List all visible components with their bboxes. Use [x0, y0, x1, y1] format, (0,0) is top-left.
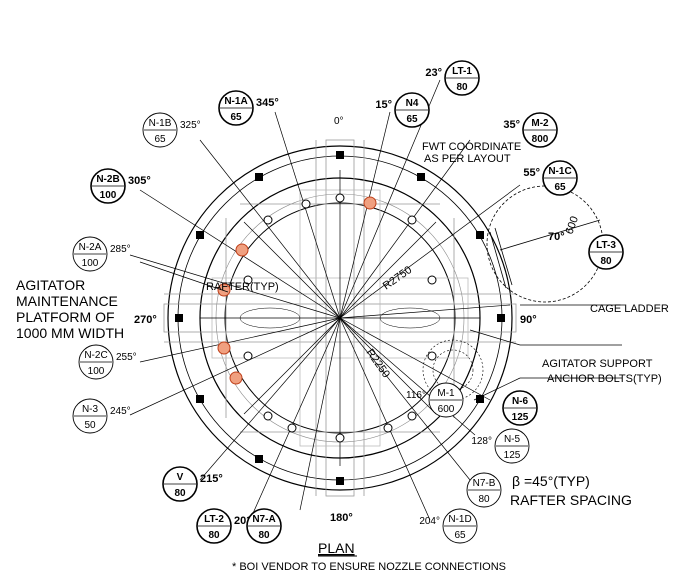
- note-anchor-bolts: ANCHOR BOLTS(TYP): [547, 373, 662, 385]
- nozzle-size: 80: [600, 256, 612, 267]
- nozzle-callout: N-2A 100 285°: [72, 236, 131, 272]
- note-rafter-typ: RAFTER(TYP): [206, 281, 279, 293]
- nozzle-size: 80: [478, 494, 490, 505]
- nozzle-callout: N-5 125 128°: [471, 428, 530, 464]
- note-platform-4: 1000 MM WIDTH: [16, 325, 124, 341]
- nozzle-callout: N-2B 100 305°: [90, 168, 151, 204]
- nozzle-size: 125: [504, 450, 521, 461]
- outer-platform-circle: [167, 145, 513, 491]
- nozzle-angle: 23°: [425, 67, 442, 79]
- nozzle-callout: N7-B 80: [466, 472, 502, 508]
- nozzle-tag: M-2: [531, 118, 549, 129]
- dim-r2250: R2250: [364, 347, 392, 380]
- nozzle-angle: 128°: [471, 436, 492, 447]
- note-agitator-support: AGITATOR SUPPORT: [542, 358, 653, 370]
- nozzle-callout: N-3 50 245°: [72, 398, 131, 434]
- nozzle-callout: LT-1 80 23°: [425, 60, 480, 96]
- plan-title: PLAN: [318, 540, 355, 556]
- nozzle-angle: 345°: [256, 97, 279, 109]
- note-fwt-2: AS PER LAYOUT: [424, 153, 511, 165]
- nozzle-size: 100: [82, 258, 99, 269]
- platform-hatch: [239, 307, 441, 329]
- nozzle-size: 65: [154, 134, 166, 145]
- nozzle-angle: 15°: [375, 99, 392, 111]
- nozzle-callouts: N-1A 65 345° N-1B 65 325° N-2B 100 305° N-2A 100 28…: [72, 60, 624, 544]
- nozzle-tag: LT-3: [596, 240, 616, 251]
- nozzle-size: 125: [512, 412, 529, 423]
- note-cage-ladder: CAGE LADDER: [590, 303, 669, 315]
- angle-90: 90°: [520, 314, 537, 326]
- nozzle-size: 65: [406, 114, 418, 125]
- nozzle-angle: 285°: [110, 244, 131, 255]
- nozzle-callout: N4 65 15°: [375, 92, 430, 128]
- nozzle-tag: V: [177, 472, 184, 483]
- nozzle-angle: 215°: [200, 473, 223, 485]
- nozzle-angle: 255°: [116, 352, 137, 363]
- nozzle-size: 65: [230, 112, 242, 123]
- nozzle-angle: 245°: [110, 406, 131, 417]
- nozzle-tag: LT-2: [204, 514, 224, 525]
- nozzle-size: 100: [100, 190, 117, 201]
- nozzle-size: 80: [258, 530, 270, 541]
- note-platform-3: PLATFORM OF: [16, 309, 115, 325]
- nozzle-size: 80: [174, 488, 186, 499]
- agitator-support: [422, 339, 484, 401]
- dim-ladder-width: 600: [564, 215, 582, 236]
- nozzle-callout: N-2C 100 255°: [78, 344, 137, 380]
- nozzle-angle: 204°: [419, 516, 440, 527]
- nozzle-callout: N-1C 65 55°: [523, 160, 578, 196]
- nozzle-tag: N-2A: [79, 242, 102, 253]
- note-platform-1: AGITATOR: [16, 277, 85, 293]
- nozzle-size: 65: [454, 530, 466, 541]
- nozzle-callout: N7-A 80: [246, 508, 282, 544]
- nozzle-tag: N-1C: [548, 166, 571, 177]
- nozzle-angle: 35°: [503, 119, 520, 131]
- nozzle-tag: N-1D: [448, 514, 471, 525]
- dim-ladder-angle: 70°: [548, 231, 565, 243]
- angle-270: 270°: [134, 314, 157, 326]
- nozzle-angle: 55°: [523, 167, 540, 179]
- cage-ladder: [486, 185, 604, 303]
- nozzle-tag: N-2B: [96, 174, 119, 185]
- plan-note: * BOI VENDOR TO ENSURE NOZZLE CONNECTION…: [232, 561, 506, 573]
- angle-180: 180°: [330, 512, 353, 524]
- note-rafter-spacing-2: RAFTER SPACING: [510, 492, 632, 508]
- nozzle-size: 50: [84, 420, 96, 431]
- nozzle-tag: N7-A: [252, 514, 275, 525]
- nozzle-tag: N-1A: [224, 96, 247, 107]
- nozzle-callout: M-2 800 35°: [503, 112, 558, 148]
- nozzle-size: 100: [88, 366, 105, 377]
- nozzle-tag: LT-1: [452, 66, 472, 77]
- nozzle-tag: N-6: [512, 396, 529, 407]
- nozzle-size: 65: [554, 182, 566, 193]
- nozzle-angle: 305°: [128, 175, 151, 187]
- nozzle-tag: N-5: [504, 434, 521, 445]
- nozzle-callout: M-1 600 116°: [406, 382, 464, 418]
- nozzle-tag: N-2C: [84, 350, 107, 361]
- nozzle-tag: N4: [406, 98, 419, 109]
- nozzle-callout: V 80 215°: [162, 466, 223, 502]
- nozzle-tag: N-1B: [149, 118, 172, 129]
- nozzle-tag: M-1: [437, 388, 455, 399]
- nozzle-size: 80: [208, 530, 220, 541]
- nozzle-callout: LT-3 80: [588, 234, 624, 270]
- nozzle-callout: N-1A 65 345°: [218, 90, 279, 126]
- note-fwt-1: FWT COORDINATE: [422, 141, 521, 153]
- nozzle-angle: 325°: [180, 120, 201, 131]
- angle-0: 0°: [334, 116, 344, 127]
- nozzle-size: 800: [532, 134, 549, 145]
- note-platform-2: MAINTENANCE: [16, 293, 118, 309]
- nozzle-tag: N7-B: [473, 478, 496, 489]
- nozzle-size: 80: [456, 82, 468, 93]
- note-rafter-spacing-1: β =45°(TYP): [512, 473, 590, 489]
- nozzle-tag: N-3: [82, 404, 99, 415]
- nozzle-size: 600: [438, 404, 455, 415]
- nozzle-callout: N-1B 65 325°: [142, 112, 201, 148]
- nozzle-angle: 116°: [406, 390, 426, 401]
- nozzle-callout: N-1D 65 204°: [419, 508, 478, 544]
